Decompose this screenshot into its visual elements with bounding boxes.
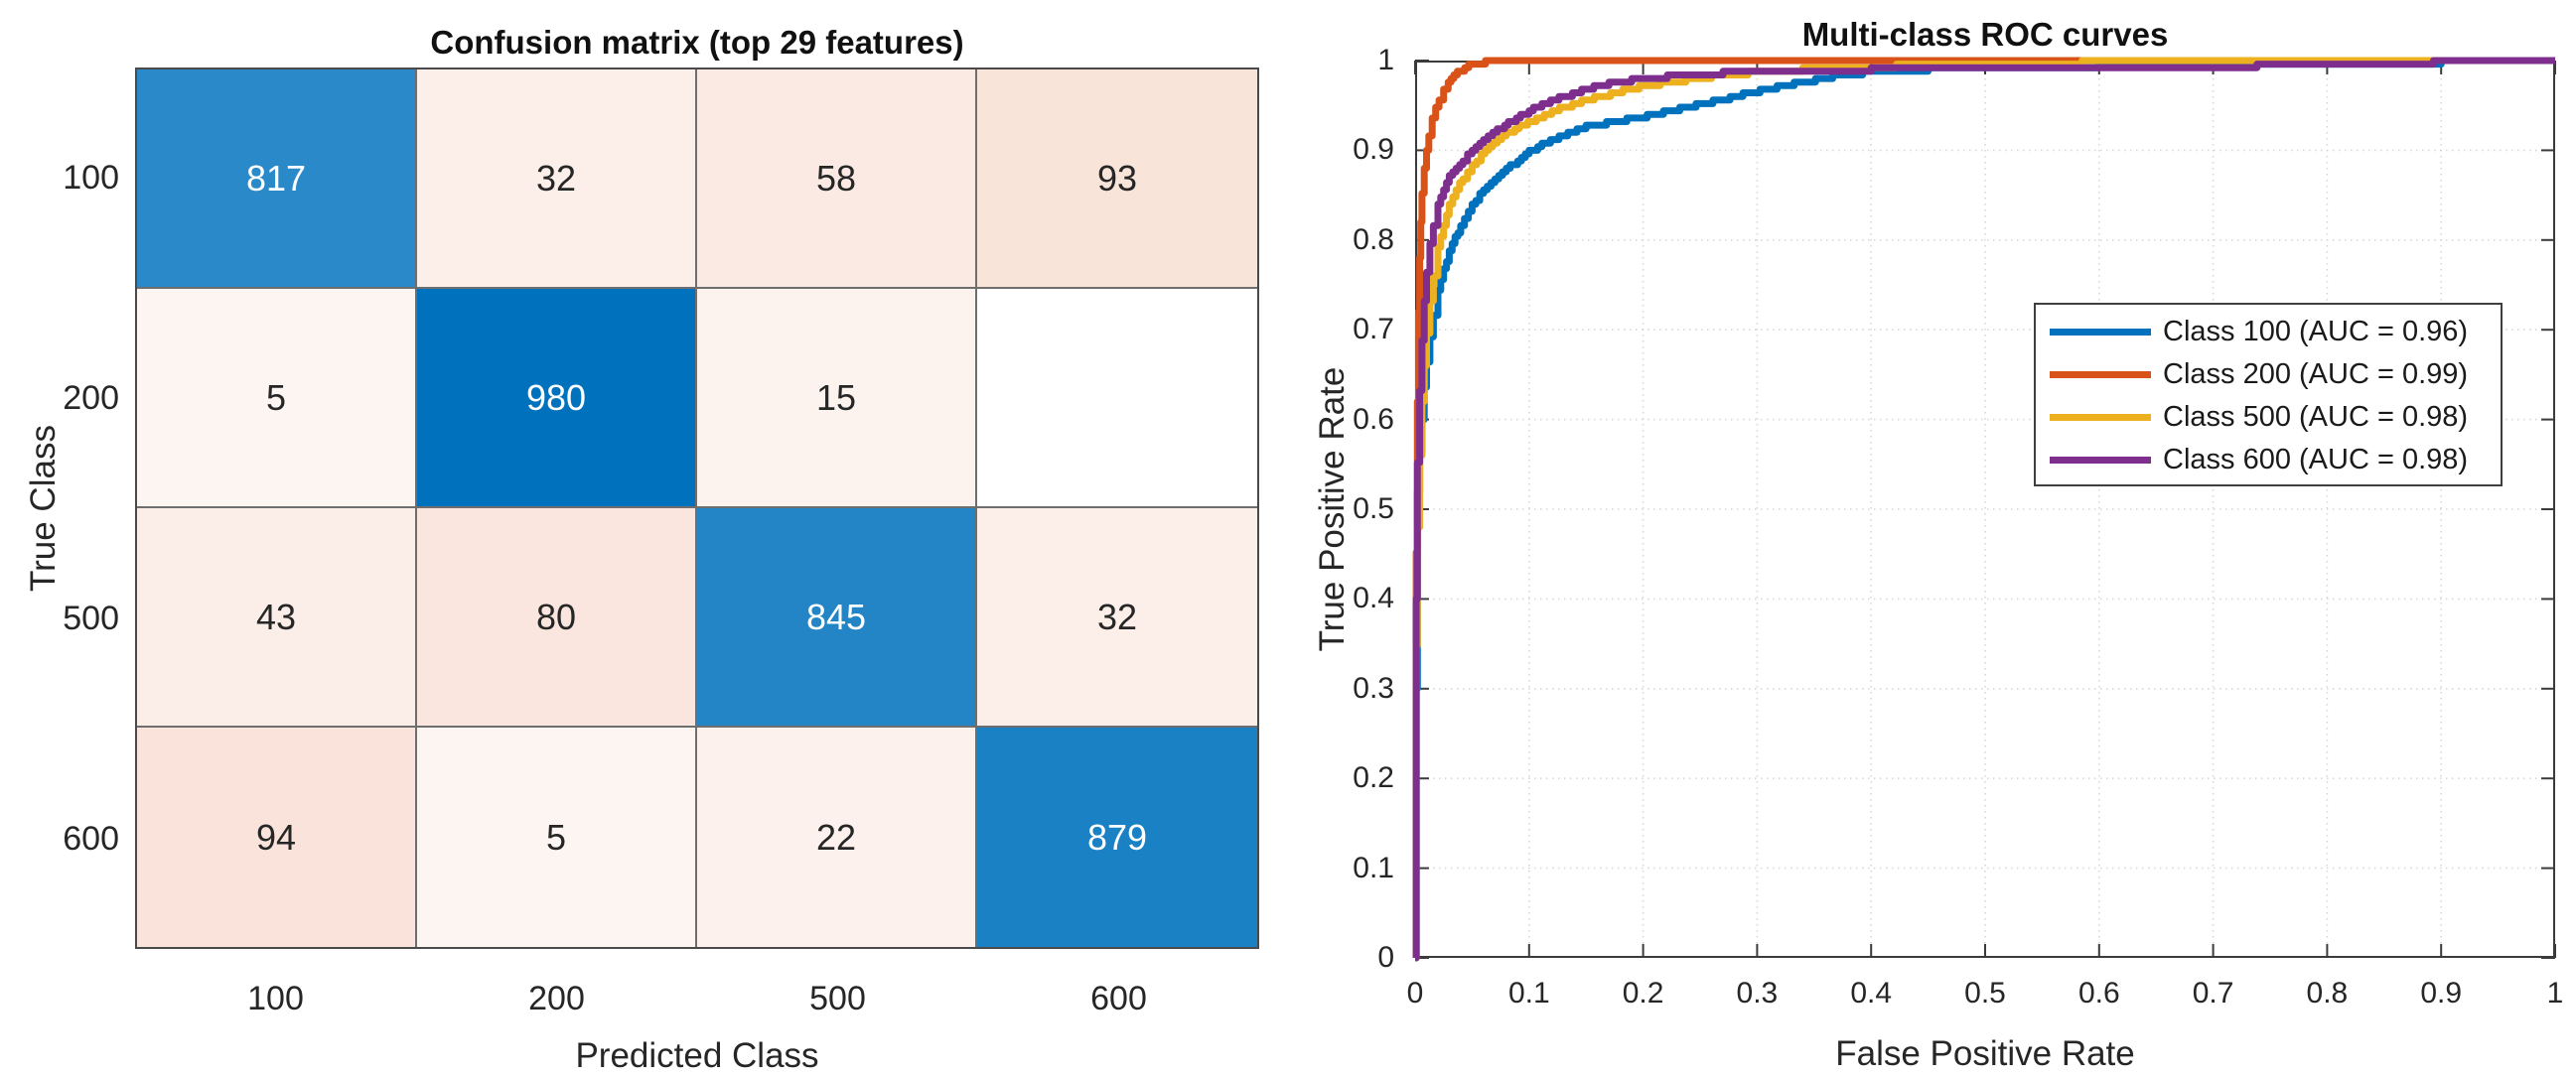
legend-entry-label: Class 600 (AUC = 0.98) (2163, 444, 2469, 475)
roc-legend: Class 100 (AUC = 0.96) Class 200 (AUC = 0… (2034, 303, 2503, 486)
confusion-cell-r1c3 (977, 289, 1257, 508)
roc-axes-box (1415, 61, 2555, 958)
roc-x-tick-label: 0.7 (2192, 977, 2234, 1010)
roc-x-tick-label: 0.5 (1964, 977, 2006, 1010)
roc-y-axis-label: True Positive Rate (1313, 366, 1352, 652)
confusion-matrix-title: Confusion matrix (top 29 features) (430, 24, 964, 61)
roc-y-tick-label: 1 (1377, 44, 1394, 76)
roc-y-tick-label: 0.9 (1353, 133, 1394, 167)
confusion-col-tick-label: 500 (809, 980, 866, 1017)
confusion-cell-r3c3: 879 (977, 728, 1257, 947)
roc-y-tick-label: 0.7 (1353, 313, 1394, 346)
roc-y-tick-label: 0.1 (1353, 851, 1394, 884)
roc-x-tick-label: 0.1 (1507, 977, 1550, 1010)
roc-x-tick-label: 1 (2546, 977, 2564, 1010)
roc-y-tick-label: 0 (1377, 941, 1394, 974)
confusion-x-axis-label: Predicted Class (575, 1036, 819, 1075)
legend-line-swatch (2050, 329, 2151, 336)
confusion-matrix-panel: Confusion matrix (top 29 features) 817 32… (24, 24, 1259, 1075)
legend-line-swatch (2050, 414, 2151, 421)
legend-entry-label: Class 200 (AUC = 0.99) (2163, 358, 2469, 390)
roc-y-tick-label: 0.5 (1353, 492, 1394, 525)
roc-y-tick-label: 0.2 (1353, 761, 1394, 795)
confusion-cell-r0c1: 32 (417, 69, 697, 289)
confusion-cell-r3c1: 5 (417, 728, 697, 947)
roc-title: Multi-class ROC curves (1801, 16, 2169, 53)
roc-x-axis-label: False Positive Rate (1835, 1034, 2135, 1073)
legend-entry-label: Class 100 (AUC = 0.96) (2163, 316, 2469, 347)
confusion-cell-r1c1: 980 (417, 289, 697, 508)
confusion-matrix-grid: 817 32 58 93 5 980 15 43 80 845 32 94 5 22 879 (135, 67, 1259, 949)
confusion-cell-r0c0: 817 (137, 69, 417, 289)
confusion-cell-r2c2: 845 (697, 508, 977, 728)
legend-entry-label: Class 500 (AUC = 0.98) (2163, 401, 2469, 433)
confusion-col-tick-label: 600 (1090, 980, 1147, 1017)
roc-y-tick-label: 0.8 (1353, 222, 1394, 256)
roc-x-tick-label: 0.2 (1622, 977, 1664, 1010)
confusion-cell-r0c2: 58 (697, 69, 977, 289)
roc-curve-class-100 (1412, 57, 2555, 962)
confusion-row-tick-label: 200 (63, 379, 119, 417)
roc-x-tick-label: 0.3 (1736, 977, 1779, 1010)
roc-panel: Multi-class ROC curves (1291, 0, 2576, 1078)
roc-y-tick-label: 0.3 (1353, 671, 1394, 705)
roc-y-tick-label: 0.6 (1353, 402, 1394, 436)
confusion-cell-r1c0: 5 (137, 289, 417, 508)
legend-entry: Class 500 (AUC = 0.98) (2036, 396, 2501, 439)
confusion-cell-r3c0: 94 (137, 728, 417, 947)
confusion-cell-r2c0: 43 (137, 508, 417, 728)
confusion-col-tick-label: 100 (247, 980, 304, 1017)
roc-curve-class-200 (1412, 57, 2555, 962)
legend-line-swatch (2050, 457, 2151, 464)
roc-x-tick-label: 0.4 (1850, 977, 1893, 1010)
legend-entry: Class 200 (AUC = 0.99) (2036, 353, 2501, 396)
roc-curve-class-600 (1412, 57, 2555, 962)
roc-y-tick-label: 0.4 (1353, 582, 1394, 615)
legend-entry: Class 100 (AUC = 0.96) (2036, 311, 2501, 353)
confusion-cell-r0c3: 93 (977, 69, 1257, 289)
legend-line-swatch (2050, 371, 2151, 378)
confusion-cell-r1c2: 15 (697, 289, 977, 508)
confusion-row-tick-label: 600 (63, 820, 119, 858)
confusion-row-tick-label: 100 (63, 159, 119, 197)
roc-x-tick-label: 0.6 (2077, 977, 2120, 1010)
roc-plot-area (1412, 57, 2556, 962)
confusion-cell-r2c3: 32 (977, 508, 1257, 728)
confusion-row-tick-label: 500 (63, 600, 119, 637)
roc-x-tick-label: 0 (1406, 977, 1424, 1010)
confusion-cell-r3c2: 22 (697, 728, 977, 947)
confusion-cell-r2c1: 80 (417, 508, 697, 728)
confusion-col-tick-label: 200 (528, 980, 585, 1017)
confusion-y-axis-label: True Class (24, 425, 63, 592)
roc-x-tick-label: 0.8 (2306, 977, 2349, 1010)
roc-x-tick-label: 0.9 (2420, 977, 2463, 1010)
legend-entry: Class 600 (AUC = 0.98) (2036, 439, 2501, 481)
